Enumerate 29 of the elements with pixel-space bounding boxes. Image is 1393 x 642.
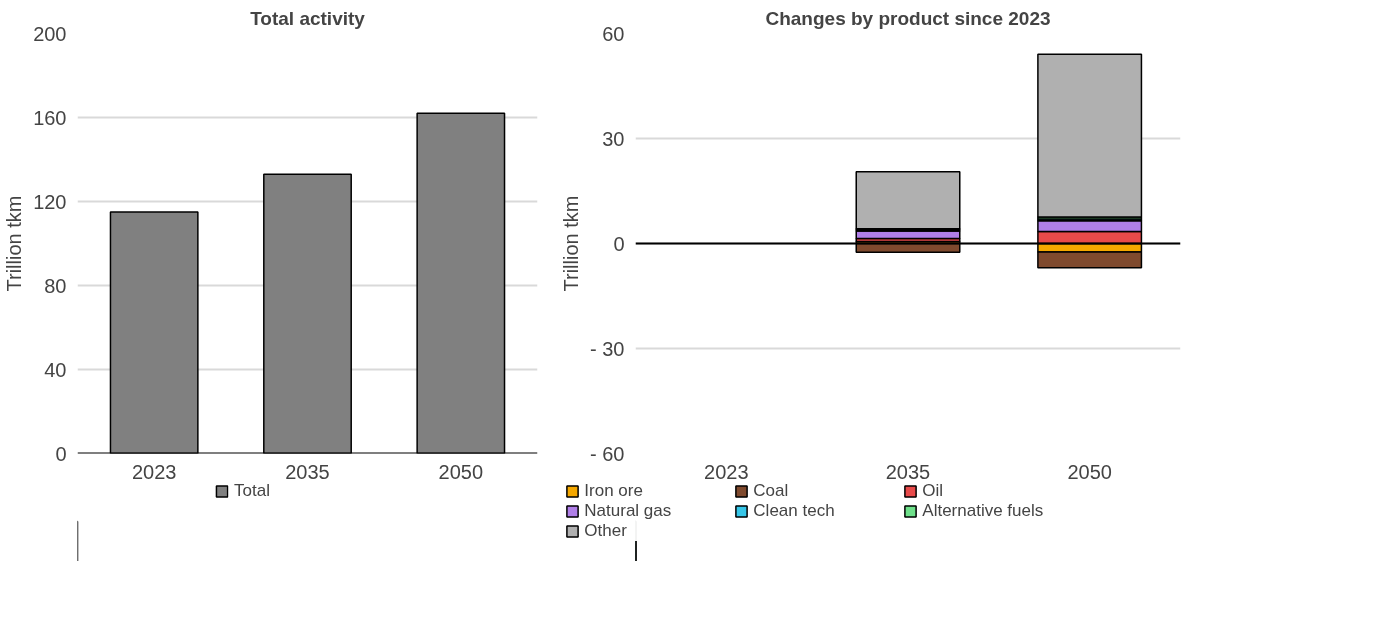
x-tick-label: 2023: [131, 460, 177, 483]
x-tick-label: 2035: [285, 460, 330, 483]
legend-label: Coal: [753, 481, 790, 501]
x-tick-label: 2023: [704, 460, 749, 483]
y-tick-label: 0: [55, 442, 67, 465]
y-tick-label: 40: [44, 358, 67, 381]
legend-label: Oil: [922, 481, 945, 501]
x-tick-label: 2050: [438, 460, 484, 483]
y-tick-label: 60: [602, 22, 625, 45]
legend-label: Total: [234, 481, 270, 501]
chart-title: Changes by product since 2023: [765, 7, 1051, 29]
x-tick-label: 2050: [1067, 460, 1112, 483]
y-axis-title: Trillion tkm: [3, 195, 26, 292]
legend-label: Other: [584, 521, 628, 541]
legend-label: Natural gas: [584, 501, 673, 521]
y-tick-label: 80: [44, 274, 67, 297]
y-tick-label: - 60: [590, 442, 625, 465]
legend-label: Alternative fuels: [922, 501, 1045, 521]
y-tick-label: - 30: [590, 337, 625, 360]
y-tick-label: 160: [33, 106, 67, 129]
y-tick-label: 120: [33, 190, 67, 213]
legend-label: Iron ore: [584, 481, 644, 501]
x-tick-label: 2035: [885, 460, 931, 483]
chart-title: Total activity: [250, 7, 366, 29]
legend-label: Clean tech: [753, 501, 836, 521]
y-tick-label: 30: [602, 127, 625, 150]
y-tick-label: 200: [33, 22, 67, 45]
y-axis-title: Trillion tkm: [560, 195, 583, 292]
y-tick-label: 0: [613, 232, 625, 255]
